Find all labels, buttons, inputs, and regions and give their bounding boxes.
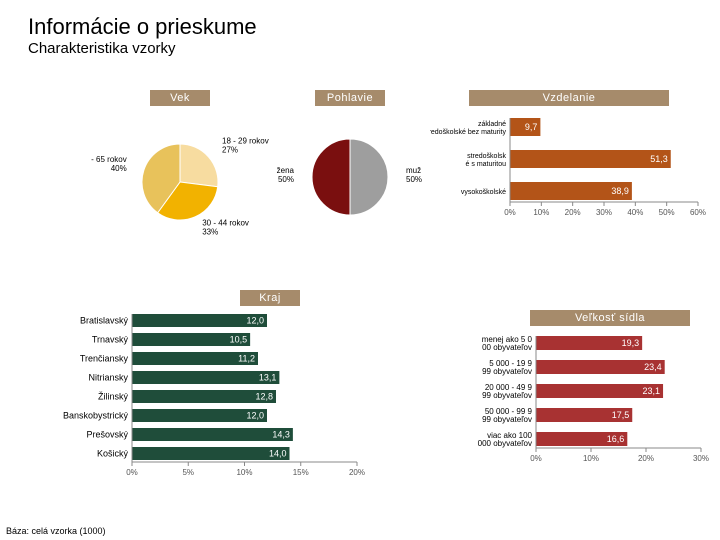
- svg-text:0%: 0%: [530, 454, 542, 463]
- vek-pie: 18 - 29 rokov27% 30 - 44 rokov33% 45 - 65 …: [90, 112, 270, 242]
- svg-text:20%: 20%: [638, 454, 654, 463]
- svg-text:10,5: 10,5: [230, 335, 248, 345]
- svg-text:51,3: 51,3: [650, 154, 668, 164]
- svg-text:Žilinský: Žilinský: [98, 392, 129, 402]
- pohlavie-pie: muž50%žena50%: [270, 112, 430, 242]
- kraj-chart: Kraj Bratislavský 12,0 Trnavský 10,5 Trenčia…: [40, 290, 370, 505]
- svg-text:38,9: 38,9: [611, 186, 629, 196]
- svg-text:15%: 15%: [293, 468, 309, 477]
- svg-text:16,6: 16,6: [607, 434, 625, 444]
- svg-text:30%: 30%: [693, 454, 709, 463]
- svg-text:23,1: 23,1: [643, 386, 661, 396]
- svg-text:99 obyvateľov: 99 obyvateľov: [482, 367, 532, 376]
- vzdelanie-bars: základnéstredoškolské bez maturity 9,7 str…: [430, 112, 708, 242]
- svg-text:é s maturitou: é s maturitou: [466, 161, 507, 168]
- footer-note: Báza: celá vzorka (1000): [6, 526, 106, 536]
- svg-text:14,3: 14,3: [272, 430, 290, 440]
- svg-text:10%: 10%: [533, 208, 549, 217]
- svg-text:00 obyvateľov: 00 obyvateľov: [482, 343, 532, 352]
- svg-text:10%: 10%: [236, 468, 252, 477]
- svg-text:20%: 20%: [349, 468, 365, 477]
- svg-text:stredoškolské bez maturity: stredoškolské bez maturity: [430, 129, 506, 136]
- svg-text:50%: 50%: [278, 175, 294, 184]
- svg-text:18 - 29 rokov: 18 - 29 rokov: [222, 137, 269, 146]
- svg-text:12,0: 12,0: [246, 316, 264, 326]
- svg-text:30 - 44 rokov: 30 - 44 rokov: [202, 219, 249, 228]
- svg-text:40%: 40%: [111, 164, 127, 173]
- svg-text:13,1: 13,1: [259, 373, 277, 383]
- svg-text:23,4: 23,4: [644, 362, 662, 372]
- svg-text:45 - 65 rokov: 45 - 65 rokov: [90, 155, 127, 164]
- svg-text:10%: 10%: [583, 454, 599, 463]
- sidlo-chart: Veľkosť sídla menej ako 5 000 obyvateľov…: [400, 310, 710, 497]
- svg-text:muž: muž: [406, 166, 421, 175]
- kraj-bars: Bratislavský 12,0 Trnavský 10,5 Trenčiansky 1…: [40, 310, 370, 500]
- svg-text:základné: základné: [478, 121, 506, 128]
- svg-text:Trenčiansky: Trenčiansky: [80, 354, 129, 364]
- svg-text:11,2: 11,2: [238, 354, 255, 364]
- kraj-title: Kraj: [240, 290, 300, 306]
- vek-title: Vek: [150, 90, 210, 106]
- svg-text:žena: žena: [277, 166, 295, 175]
- svg-text:5%: 5%: [182, 468, 194, 477]
- svg-text:9,7: 9,7: [525, 122, 538, 132]
- svg-text:Banskobystrický: Banskobystrický: [63, 411, 129, 421]
- svg-text:40%: 40%: [627, 208, 643, 217]
- vek-chart: Vek 18 - 29 rokov27% 30 - 44 rokov33% 45 -…: [90, 90, 270, 247]
- svg-text:27%: 27%: [222, 146, 238, 155]
- page-title: Informácie o prieskume: [28, 14, 257, 40]
- svg-text:Prešovský: Prešovský: [86, 430, 128, 440]
- svg-text:19,3: 19,3: [622, 338, 640, 348]
- svg-text:Bratislavský: Bratislavský: [80, 316, 129, 326]
- svg-text:99 obyvateľov: 99 obyvateľov: [482, 415, 532, 424]
- svg-text:0%: 0%: [126, 468, 138, 477]
- svg-text:stredoškolsk: stredoškolsk: [467, 153, 506, 160]
- svg-text:33%: 33%: [202, 228, 218, 237]
- svg-text:Košický: Košický: [97, 449, 129, 459]
- page: Informácie o prieskume Charakteristika v…: [0, 0, 720, 540]
- svg-text:12,8: 12,8: [255, 392, 273, 402]
- svg-text:Trnavský: Trnavský: [92, 335, 129, 345]
- svg-text:0%: 0%: [504, 208, 516, 217]
- pohlavie-title: Pohlavie: [315, 90, 385, 106]
- pohlavie-chart: Pohlavie muž50%žena50%: [270, 90, 430, 247]
- svg-text:Nitriansky: Nitriansky: [88, 373, 128, 383]
- sidlo-title: Veľkosť sídla: [530, 310, 690, 326]
- svg-text:12,0: 12,0: [246, 411, 264, 421]
- sidlo-bars: menej ako 5 000 obyvateľov19,35 000 - 19…: [400, 332, 710, 492]
- svg-text:99 obyvateľov: 99 obyvateľov: [482, 391, 532, 400]
- svg-text:vysokoškolské: vysokoškolské: [461, 189, 506, 196]
- svg-text:20%: 20%: [565, 208, 581, 217]
- svg-text:50%: 50%: [659, 208, 675, 217]
- page-subtitle: Charakteristika vzorky: [28, 40, 176, 57]
- svg-text:60%: 60%: [690, 208, 706, 217]
- vzdelanie-title: Vzdelanie: [469, 90, 669, 106]
- svg-text:14,0: 14,0: [269, 449, 287, 459]
- svg-text:30%: 30%: [596, 208, 612, 217]
- vzdelanie-chart: Vzdelanie základnéstredoškolské bez matu…: [430, 90, 708, 247]
- svg-text:50%: 50%: [406, 175, 422, 184]
- svg-text:17,5: 17,5: [612, 410, 630, 420]
- svg-text:000 obyvateľov: 000 obyvateľov: [478, 439, 532, 448]
